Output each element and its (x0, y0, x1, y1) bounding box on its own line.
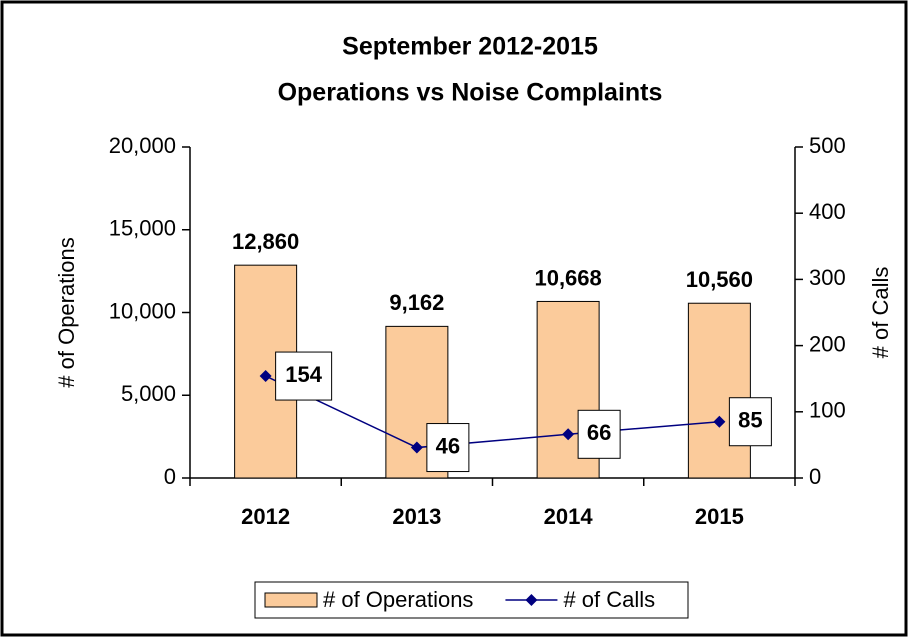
line-marker (259, 370, 272, 383)
y-tick-label: 10,000 (109, 298, 176, 323)
legend-marker (525, 594, 538, 606)
x-tick-label: 2013 (392, 504, 441, 529)
y2-tick-label: 300 (809, 265, 846, 290)
x-tick-label: 2015 (695, 504, 744, 529)
line-value-label: 85 (738, 408, 762, 433)
line-value-label: 154 (285, 362, 322, 387)
line (265, 375, 720, 449)
legend-label: # of Calls (563, 587, 655, 612)
bar-value-label: 12,860 (232, 229, 299, 254)
value-label-box (275, 351, 333, 401)
bar-value-label: 9,162 (389, 290, 444, 315)
y-tick-label: 20,000 (109, 133, 176, 158)
line-value-label: 66 (587, 420, 611, 445)
line-value-label: 46 (436, 433, 460, 458)
y-axis-label: # of Operations (54, 237, 79, 387)
y-tick-label: 15,000 (109, 216, 176, 241)
y-tick-label: 0 (164, 464, 176, 489)
value-label-box (577, 409, 621, 459)
bar-value-label: 10,560 (686, 267, 753, 292)
y2-tick-label: 500 (809, 133, 846, 158)
y2-axis-label: # of Calls (868, 267, 893, 359)
bar-value-label: 10,668 (534, 265, 601, 290)
y-tick-label: 5,000 (121, 381, 176, 406)
line-marker (410, 441, 423, 454)
y2-tick-label: 200 (809, 331, 846, 356)
chart-title: Operations vs Noise Complaints (278, 79, 663, 107)
bar (687, 302, 751, 479)
line-marker (562, 428, 575, 441)
y2-tick-label: 100 (809, 398, 846, 423)
x-tick-label: 2014 (544, 504, 594, 529)
line-marker (713, 415, 726, 428)
chart-title: September 2012-2015 (342, 33, 598, 61)
legend-swatch (264, 592, 318, 608)
value-label-box (728, 397, 772, 447)
legend-box (254, 581, 689, 619)
legend-label: # of Operations (323, 587, 473, 612)
x-tick-label: 2012 (241, 504, 290, 529)
value-label-box (426, 423, 470, 473)
y2-tick-label: 0 (809, 464, 821, 489)
y2-tick-label: 400 (809, 199, 846, 224)
